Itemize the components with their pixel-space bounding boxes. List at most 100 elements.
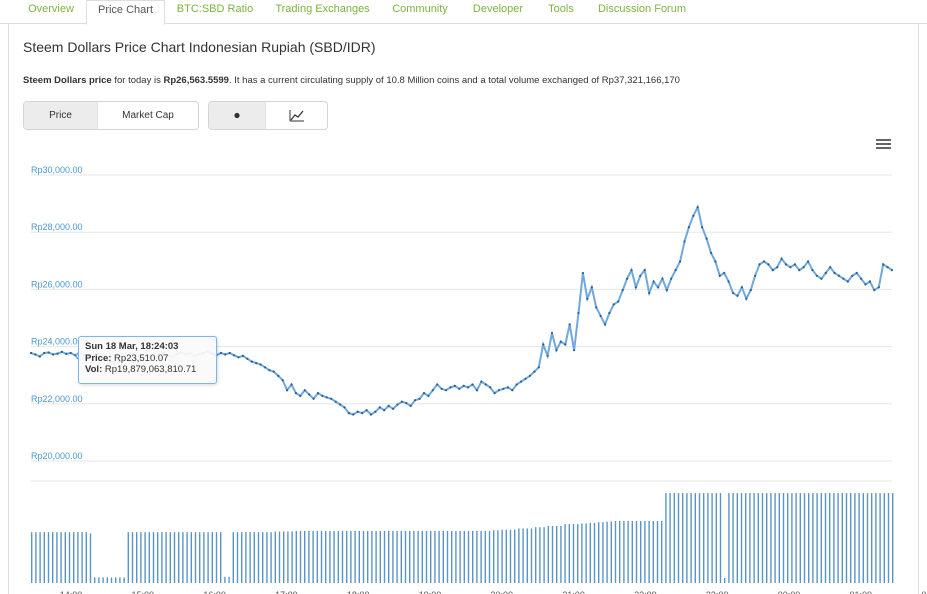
summary-price: Rp26,563.5599 — [163, 75, 229, 86]
volume-bar — [299, 530, 302, 583]
volume-bar — [770, 493, 772, 583]
price-point — [603, 323, 607, 326]
volume-bar — [148, 532, 150, 583]
x-axis-labels: 14:00 15:00 16:00 17:00 18:00 19:00 20:00 21:00… — [60, 590, 927, 594]
price-point — [330, 397, 333, 400]
price-point — [316, 392, 320, 395]
volume-bar — [829, 493, 831, 583]
price-point — [723, 271, 726, 275]
volume-bar — [837, 493, 839, 583]
volume-bar — [816, 493, 818, 583]
price-point — [652, 280, 655, 283]
volume-bar — [371, 530, 373, 583]
price-point — [511, 389, 514, 392]
price-point — [277, 374, 280, 377]
volume-bar — [577, 524, 579, 583]
volume-bar — [161, 532, 163, 583]
volume-bar — [623, 521, 625, 583]
volume-bar — [480, 530, 482, 583]
volume-bar — [463, 530, 465, 583]
volume-bar — [304, 530, 306, 583]
price-point — [515, 383, 518, 386]
volume-bar — [211, 532, 213, 583]
price-point — [427, 394, 430, 397]
volume-bar — [400, 530, 402, 583]
volume-bar — [190, 532, 192, 583]
price-point — [745, 297, 748, 300]
price-point — [440, 387, 443, 390]
volume-bar — [787, 493, 789, 583]
price-point — [396, 403, 399, 406]
volume-bar — [749, 493, 751, 583]
price-point — [259, 363, 262, 366]
line-style-button[interactable] — [265, 102, 327, 129]
volume-bar — [73, 532, 75, 583]
tooltip-vol-label: Vol: — [85, 364, 103, 375]
volume-bar — [526, 528, 528, 583]
tab-overview[interactable]: Overview — [28, 3, 74, 15]
volume-bar — [484, 530, 486, 583]
price-point — [727, 280, 730, 283]
volume-bar — [518, 528, 520, 583]
volume-bar — [203, 532, 205, 583]
volume-bar — [564, 524, 566, 583]
price-point — [877, 286, 880, 289]
price-point — [550, 331, 554, 335]
tab-btc-sbd-ratio[interactable]: BTC:SBD Ratio — [176, 3, 254, 15]
price-point — [462, 384, 465, 387]
volume-bar — [795, 493, 797, 583]
tab-trading-exchanges[interactable]: Trading Exchanges — [275, 3, 370, 15]
chart-style-toggle — [208, 101, 328, 130]
volume-bar — [682, 493, 684, 583]
tab-price-chart[interactable]: Price Chart — [86, 0, 165, 25]
price-point — [626, 277, 629, 280]
price-point — [749, 289, 752, 292]
price-point — [670, 277, 673, 280]
volume-bar — [509, 529, 512, 583]
volume-bar — [694, 493, 696, 583]
price-point — [595, 306, 598, 309]
tab-discussion-forum[interactable]: Discussion Forum — [597, 3, 687, 15]
volume-bar — [539, 527, 541, 583]
price-point — [272, 370, 275, 373]
y-tick-label: Rp22,000.00 — [31, 394, 83, 404]
volume-bar — [724, 578, 726, 583]
price-point — [422, 392, 426, 395]
price-point — [290, 383, 293, 386]
price-point — [811, 269, 814, 272]
price-button[interactable]: Price — [24, 102, 97, 129]
volume-bar — [333, 530, 335, 583]
volume-bar — [761, 493, 764, 583]
price-point — [798, 269, 801, 272]
chart-menu-icon[interactable] — [876, 139, 891, 151]
page-title: Steem Dollars Price Chart Indonesian Rup… — [23, 39, 376, 55]
volume-bar — [119, 577, 121, 583]
tab-tools[interactable]: Tools — [548, 3, 574, 15]
price-point — [60, 350, 64, 353]
volume-bar — [152, 532, 155, 583]
content-panel — [8, 24, 919, 594]
dot-style-button[interactable] — [209, 102, 265, 129]
tab-developer[interactable]: Developer — [472, 3, 524, 15]
volume-bar — [514, 529, 516, 583]
market-cap-button[interactable]: Market Cap — [97, 102, 198, 129]
volume-bar — [144, 532, 146, 583]
tab-community[interactable]: Community — [392, 3, 448, 15]
price-point — [864, 283, 867, 286]
volume-bar — [253, 532, 255, 583]
volume-bar — [316, 530, 318, 583]
volume-bar — [220, 532, 222, 583]
volume-bar — [337, 530, 339, 583]
price-point — [493, 392, 496, 395]
tooltip-vol-value: Rp19,879,063,810.71 — [104, 364, 197, 375]
price-point — [294, 392, 297, 395]
volume-bar — [833, 493, 835, 583]
price-point — [555, 349, 558, 352]
volume-bar — [568, 524, 570, 583]
price-point — [286, 389, 289, 392]
volume-bar — [556, 525, 558, 583]
volume-bar — [598, 522, 600, 583]
volume-bar — [774, 493, 776, 583]
price-point — [586, 297, 589, 300]
volume-bar — [892, 493, 894, 583]
